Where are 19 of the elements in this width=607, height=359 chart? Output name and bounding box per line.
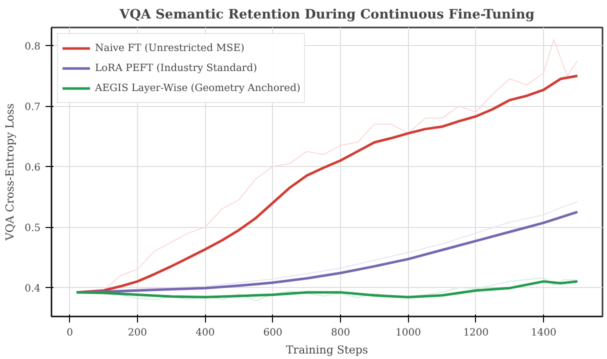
- y-tick-label: 0.8: [24, 42, 41, 53]
- legend-label: LoRA PEFT (Industry Standard): [95, 62, 258, 75]
- x-tick-label: 0: [66, 328, 73, 338]
- x-tick-label: 1400: [530, 328, 556, 338]
- legend-label: AEGIS Layer-Wise (Geometry Anchored): [95, 82, 300, 95]
- x-tick-label: 1000: [396, 328, 421, 338]
- x-tick-label: 800: [330, 328, 350, 338]
- x-tick-label: 400: [196, 328, 215, 338]
- x-tick-label: 1200: [463, 328, 489, 338]
- y-tick-label: 0.4: [24, 283, 41, 294]
- chart-title: VQA Semantic Retention During Continuous Fine-Tuning: [118, 8, 534, 22]
- y-tick-label: 0.7: [24, 102, 41, 114]
- x-tick-label: 200: [128, 328, 148, 338]
- y-axis-title: VQA Cross-Entropy Loss: [4, 103, 17, 242]
- y-tick-label: 0.6: [24, 162, 41, 174]
- x-axis-title: Training Steps: [286, 344, 368, 356]
- y-tick-label: 0.5: [24, 223, 41, 234]
- x-tick-label: 600: [263, 328, 282, 338]
- legend-label: Naive FT (Unrestricted MSE): [95, 42, 244, 55]
